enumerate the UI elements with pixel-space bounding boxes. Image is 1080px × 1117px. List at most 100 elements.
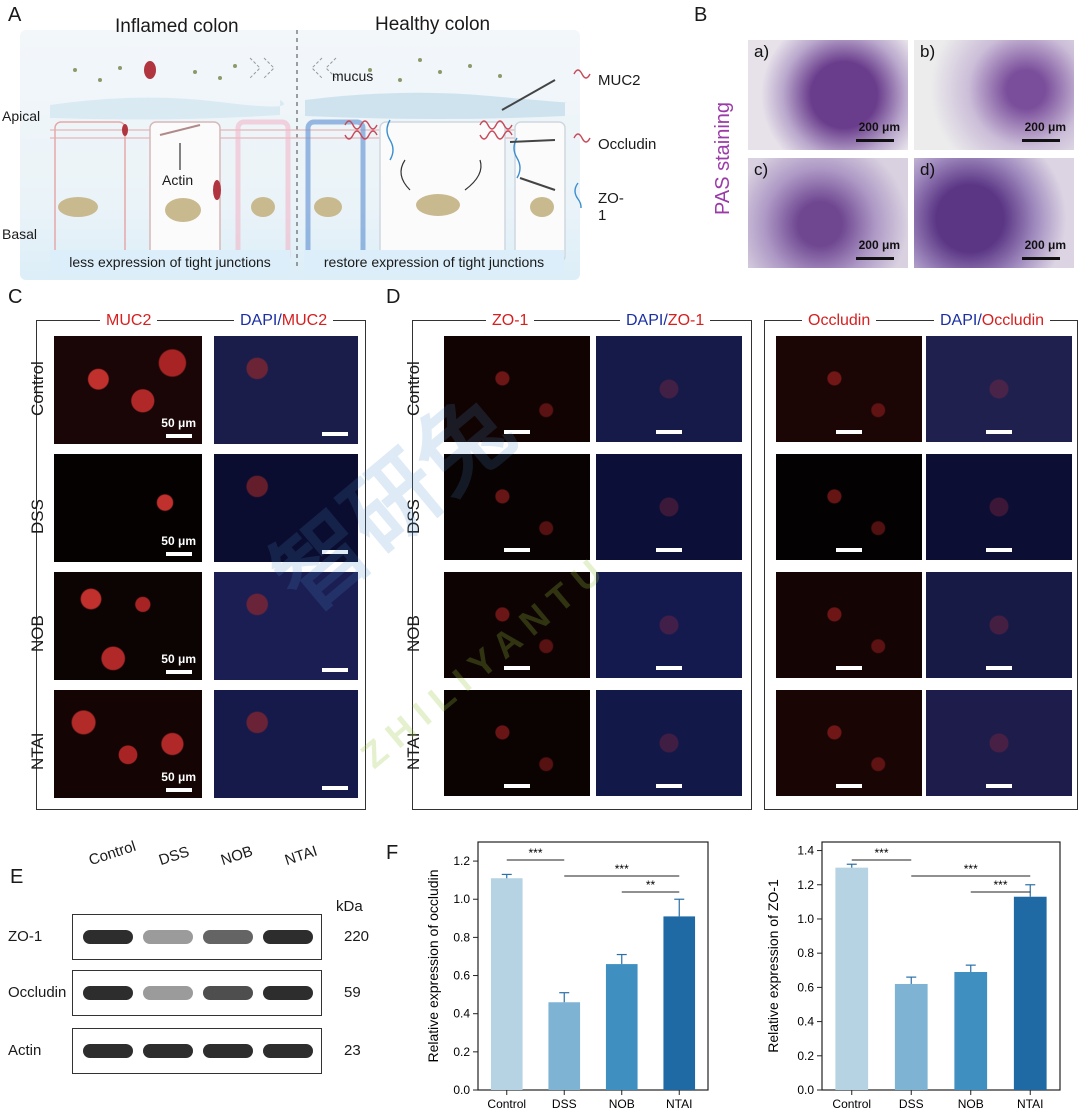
d-scale-bar: [836, 666, 862, 670]
col-muc2: MUC2: [100, 312, 158, 330]
d-scale-bar: [656, 548, 682, 552]
wb-band: [83, 986, 133, 1000]
c-scale-text: 50 μm: [161, 416, 196, 430]
c-scale-bar: [166, 788, 192, 792]
panel-label-b: B: [694, 4, 708, 26]
wb-band: [203, 986, 253, 1000]
wb-band: [143, 986, 193, 1000]
pas-scale-a: 200 μm: [858, 120, 900, 134]
mucus-label: mucus: [332, 68, 374, 84]
d-row-label-control: Control: [404, 361, 423, 416]
significance-label: ***: [964, 862, 978, 876]
pas-scale-c: 200 μm: [858, 238, 900, 252]
actin-label: Actin: [162, 172, 194, 188]
d-zo1-image-dss: [444, 454, 590, 560]
col-dapi-zo1: DAPI/ZO-1: [620, 312, 711, 330]
x-tick-label: DSS: [552, 1097, 577, 1111]
y-tick-label: 0.8: [453, 930, 470, 944]
pas-scalebar-c: [856, 257, 894, 260]
c-merge-image-dss: [214, 454, 358, 562]
panel-c-frame: [36, 320, 366, 810]
wb-band: [83, 1044, 133, 1058]
d-scale-bar: [836, 548, 862, 552]
dapi-text-occ: DAPI/: [940, 312, 982, 329]
schematic-illustration: [50, 30, 568, 270]
wb-band: [263, 930, 313, 944]
footer-right: restore expression of tight junctions: [304, 250, 564, 274]
c-merge-scale-bar: [322, 786, 348, 790]
c-row-label-nob: NOB: [28, 615, 47, 652]
c-merge-image-ntai: [214, 690, 358, 798]
d-scale-bar: [986, 784, 1012, 788]
d-scale-bar: [986, 548, 1012, 552]
c-merge-scale-bar: [322, 550, 348, 554]
pas-label-d: d): [920, 160, 936, 179]
d-scale-bar: [836, 784, 862, 788]
d-zo1-image-ntai: [444, 690, 590, 796]
x-tick-label: NTAI: [1017, 1097, 1043, 1111]
bar-control: [490, 878, 523, 1090]
d-scale-bar: [986, 666, 1012, 670]
dapi-text: DAPI/: [240, 312, 282, 329]
x-tick-label: NOB: [609, 1097, 635, 1111]
d-zo1-merge-image-control: [596, 336, 742, 442]
y-axis-label: Relative expression of ZO-1: [765, 879, 781, 1053]
d-occludin-merge-image-dss: [926, 454, 1072, 560]
d-scale-bar: [504, 430, 530, 434]
x-tick-label: NTAI: [666, 1097, 692, 1111]
pas-scale-b: 200 μm: [1024, 120, 1066, 134]
pas-scalebar-b: [1022, 139, 1060, 142]
col-zo1: ZO-1: [486, 312, 535, 330]
pas-label-a: a): [754, 42, 770, 61]
plot-frame: [821, 841, 1061, 1091]
panel-label-e: E: [10, 866, 24, 888]
d-zo1-image-nob: [444, 572, 590, 678]
pas-scalebar-d: [1022, 257, 1060, 260]
c-scale-text: 50 μm: [161, 770, 196, 784]
pas-staining-label: PAS staining: [712, 101, 734, 215]
d-zo1-merge-image-dss: [596, 454, 742, 560]
d-occludin-image-control: [776, 336, 922, 442]
y-tick-label: 1.0: [453, 892, 470, 906]
y-tick-label: 1.2: [797, 878, 814, 892]
col-dapi-occludin: DAPI/Occludin: [934, 312, 1051, 330]
wb-band: [203, 1044, 253, 1058]
wb-box-zo-1: [72, 914, 322, 960]
c-merge-scale-bar: [322, 668, 348, 672]
wb-box-actin: [72, 1028, 322, 1074]
wb-protein-occludin: Occludin: [8, 984, 67, 1001]
bar-ntai: [1013, 896, 1047, 1090]
pas-image-d: d) 200 μm: [914, 158, 1074, 268]
muc2-text: MUC2: [281, 312, 328, 329]
significance-label: ***: [528, 846, 542, 860]
significance-label: ***: [615, 862, 629, 876]
c-merge-image-nob: [214, 572, 358, 680]
panel-a-schematic: Inflamed colon Healthy colon Apical Basa…: [2, 14, 656, 280]
c-muc2-image-dss: 50 μm: [54, 454, 202, 562]
y-tick-label: 0.0: [453, 1083, 470, 1097]
bar-nob: [954, 971, 988, 1090]
d-row-label-dss: DSS: [404, 499, 423, 534]
y-tick-label: 1.0: [797, 912, 814, 926]
wb-protein-zo-1: ZO-1: [8, 928, 43, 945]
wb-protein-actin: Actin: [8, 1042, 42, 1059]
significance-label: ***: [874, 846, 888, 860]
d-occludin-merge-image-control: [926, 336, 1072, 442]
d-scale-bar: [504, 666, 530, 670]
y-tick-label: 0.8: [797, 946, 814, 960]
pas-label-c: c): [754, 160, 769, 179]
c-muc2-image-control: 50 μm: [54, 336, 202, 444]
x-tick-label: DSS: [899, 1097, 924, 1111]
bar-control: [835, 867, 869, 1090]
pas-image-a: a) 200 μm: [748, 40, 908, 150]
wb-lane-dss: DSS: [156, 843, 192, 869]
c-row-label-ntai: NTAI: [28, 732, 47, 770]
wb-band: [263, 986, 313, 1000]
wb-lane-nob: NOB: [218, 842, 255, 869]
wb-band: [83, 930, 133, 944]
c-muc2-image-nob: 50 μm: [54, 572, 202, 680]
d-zo1-merge-image-ntai: [596, 690, 742, 796]
inflamed-colon-title: Inflamed colon: [115, 16, 239, 37]
pas-image-c: c) 200 μm: [748, 158, 908, 268]
wb-kda-actin: 23: [344, 1042, 361, 1059]
